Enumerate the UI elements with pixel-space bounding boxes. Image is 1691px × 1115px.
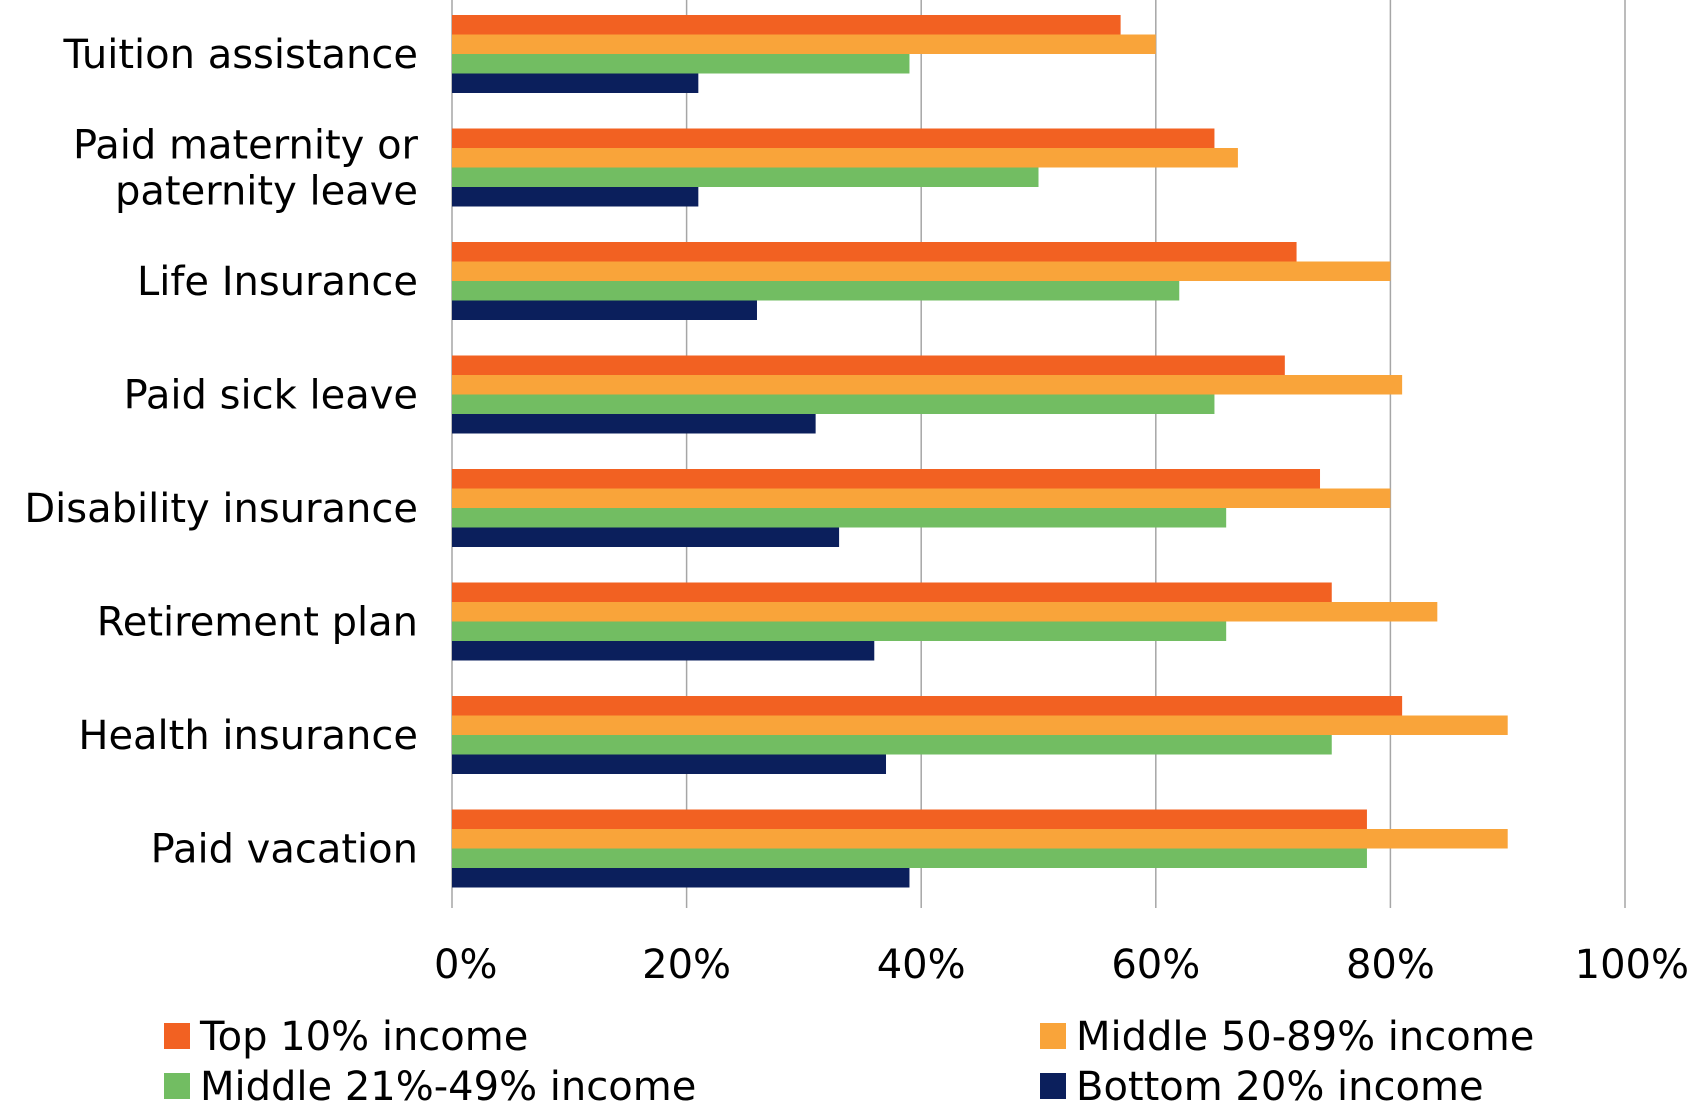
bar-7-1 [452, 829, 1508, 849]
legend-label-3: Bottom 20% income [1076, 1064, 1484, 1110]
bar-2-1 [452, 261, 1391, 281]
bars [452, 15, 1508, 888]
bar-3-0 [452, 355, 1285, 375]
bar-5-0 [452, 582, 1332, 602]
bar-2-2 [452, 281, 1180, 301]
x-tick-label-4: 80% [1346, 942, 1435, 988]
bar-0-0 [452, 15, 1121, 35]
bar-0-2 [452, 54, 910, 74]
legend-swatch-3 [1040, 1073, 1066, 1099]
bar-4-2 [452, 508, 1227, 528]
legend-label-0: Top 10% income [199, 1014, 528, 1060]
legend-label-1: Middle 50-89% income [1076, 1014, 1534, 1060]
bar-3-1 [452, 375, 1403, 395]
category-label-3: Paid sick leave [124, 373, 418, 419]
x-tick-label-5: 100% [1575, 942, 1689, 988]
x-tick-label-0: 0% [434, 942, 497, 988]
legend-swatch-2 [164, 1073, 190, 1099]
category-label-7: Paid vacation [151, 827, 418, 873]
bar-0-3 [452, 73, 699, 93]
category-labels: Tuition assistance Paid maternity or pater… [24, 32, 418, 873]
bar-7-2 [452, 848, 1367, 868]
bar-0-1 [452, 34, 1156, 54]
bar-3-2 [452, 394, 1215, 414]
x-tick-label-1: 20% [642, 942, 731, 988]
bar-1-3 [452, 187, 699, 207]
bar-7-0 [452, 809, 1367, 829]
legend-swatch-1 [1040, 1023, 1066, 1049]
bar-1-1 [452, 148, 1238, 168]
bar-1-0 [452, 128, 1215, 148]
category-label-4: Disability insurance [24, 486, 418, 532]
bar-6-2 [452, 735, 1332, 755]
bar-7-3 [452, 868, 910, 888]
category-label-1: Paid maternity or paternity leave [73, 123, 419, 215]
bar-2-3 [452, 300, 757, 320]
category-label-2: Life Insurance [137, 259, 418, 305]
bar-5-3 [452, 641, 875, 661]
legend-swatch-0 [164, 1023, 190, 1049]
bar-5-2 [452, 621, 1227, 641]
bar-4-1 [452, 488, 1391, 508]
category-label-0: Tuition assistance [63, 32, 418, 78]
category-label-5: Retirement plan [97, 600, 418, 646]
bar-6-3 [452, 754, 887, 774]
bar-5-1 [452, 602, 1438, 622]
x-tick-label-2: 40% [877, 942, 966, 988]
category-label-6: Health insurance [78, 713, 418, 759]
bar-3-3 [452, 414, 816, 434]
bar-4-3 [452, 527, 840, 547]
legend: Top 10% income Middle 50-89% income Middle… [164, 1014, 1534, 1110]
bar-1-2 [452, 167, 1039, 187]
legend-label-2: Middle 21%-49% income [200, 1064, 696, 1110]
bar-6-1 [452, 715, 1508, 735]
x-axis-tick-labels: 0% 20% 40% 60% 80% 100% [434, 942, 1689, 988]
x-tick-label-3: 60% [1111, 942, 1200, 988]
bar-2-0 [452, 242, 1297, 262]
bar-4-0 [452, 469, 1321, 489]
bar-6-0 [452, 696, 1403, 716]
